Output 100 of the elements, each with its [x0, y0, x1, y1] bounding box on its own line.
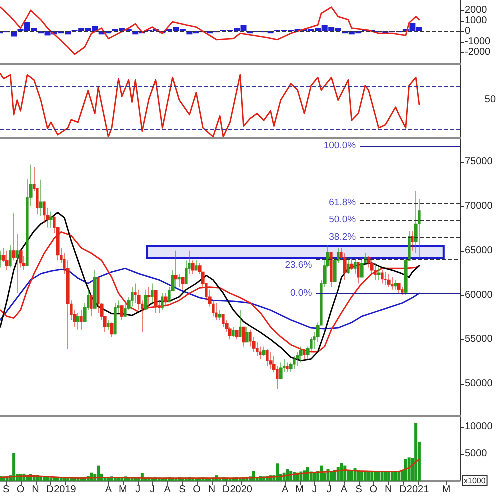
- candlestick: [191, 260, 195, 274]
- bar: [364, 472, 367, 481]
- candlestick: [178, 274, 181, 288]
- candlestick: [154, 290, 158, 314]
- y-tick-label: 65000: [465, 245, 494, 256]
- x-tick-label: S: [356, 484, 363, 496]
- line-series: [0, 268, 420, 330]
- x-tick-label: O: [193, 484, 202, 496]
- candlestick: [147, 286, 151, 308]
- line-series: [0, 458, 420, 479]
- x-tick-label: J: [326, 484, 332, 496]
- bar: [340, 463, 344, 481]
- x-tick-label: D: [46, 484, 54, 496]
- annotation: 0.0%: [290, 288, 313, 299]
- x-tick-label: S: [179, 484, 186, 496]
- candlestick: [259, 346, 262, 360]
- x-tick-label: N: [384, 484, 392, 496]
- candlestick: [232, 326, 235, 338]
- candlestick: [411, 231, 414, 252]
- y-tick-label: 50000: [465, 378, 494, 390]
- candlestick: [235, 330, 239, 340]
- candlestick: [0, 250, 2, 268]
- x-tick-label: J: [312, 484, 318, 496]
- candlestick: [181, 277, 185, 290]
- candlestick: [330, 252, 333, 288]
- candlestick: [110, 322, 114, 338]
- candlestick: [397, 283, 401, 294]
- candlestick: [215, 302, 218, 320]
- candlestick: [401, 286, 404, 296]
- candlestick: [174, 250, 178, 288]
- x-tick-label: O: [16, 484, 25, 496]
- x-tick-label: A: [105, 484, 112, 496]
- candlestick: [5, 250, 9, 271]
- bar: [336, 467, 340, 481]
- x-tick-label: 2021: [406, 484, 430, 496]
- candlestick: [114, 302, 117, 335]
- y-tick-label: 75000: [465, 156, 494, 168]
- bar: [408, 458, 411, 481]
- annotation: 38.2%: [329, 232, 357, 244]
- x-tick-label: A: [340, 484, 348, 496]
- x-tick-label: A: [164, 484, 172, 496]
- candlestick: [12, 213, 16, 261]
- bar: [347, 470, 350, 481]
- candlestick: [360, 258, 364, 278]
- candlestick: [269, 352, 273, 370]
- candlestick: [262, 346, 266, 357]
- candlestick: [286, 362, 289, 373]
- candlestick: [39, 180, 43, 217]
- candlestick: [9, 245, 12, 268]
- bar: [53, 478, 56, 481]
- bar: [374, 472, 378, 481]
- candlestick: [299, 346, 303, 364]
- x-tick-label: N: [208, 484, 216, 496]
- candlestick: [195, 260, 198, 271]
- bar: [404, 459, 408, 481]
- candlestick: [144, 290, 148, 310]
- candlestick: [161, 293, 164, 311]
- candlestick: [218, 310, 222, 320]
- annotation: 61.8%: [329, 197, 357, 208]
- candlestick: [266, 349, 269, 367]
- y-tick-label: 2000: [465, 5, 488, 16]
- x-tick-label: N: [32, 484, 40, 496]
- candlestick: [151, 283, 154, 304]
- y-tick-label: -2000: [465, 47, 492, 58]
- annotation: 100.0%: [324, 140, 357, 152]
- bar: [414, 422, 418, 481]
- text: 50: [484, 94, 496, 106]
- x-tick-label: J: [150, 484, 156, 496]
- x-tick-label: S: [3, 484, 10, 496]
- annotation: 23.6%: [285, 260, 313, 271]
- candlestick: [394, 280, 398, 290]
- candlestick: [354, 258, 357, 274]
- candlestick: [357, 262, 360, 284]
- candlestick: [347, 258, 350, 274]
- candlestick: [245, 326, 249, 343]
- candlestick: [120, 306, 124, 320]
- candlestick: [381, 270, 384, 284]
- candlestick: [239, 310, 242, 338]
- candlestick: [164, 293, 168, 308]
- bar: [380, 472, 384, 481]
- bar: [66, 478, 70, 481]
- x-tick-label: 2019: [54, 484, 77, 496]
- candlestick: [80, 310, 83, 330]
- candlestick: [242, 326, 246, 348]
- x-tick-label: D: [222, 484, 230, 496]
- x-tick-label: O: [370, 484, 378, 496]
- candlestick: [76, 312, 80, 330]
- candlestick: [131, 286, 134, 308]
- text: x1000: [464, 476, 486, 486]
- y-tick-label: 5000: [465, 448, 488, 460]
- y-tick-label: 55000: [465, 334, 494, 346]
- x-tick-label: M: [118, 484, 128, 496]
- y-tick-label: -1000: [465, 36, 492, 48]
- line-series: [0, 6, 420, 56]
- candlestick: [293, 356, 296, 370]
- x-tick-label: J: [136, 484, 141, 496]
- bar: [370, 472, 374, 481]
- candlestick: [107, 320, 110, 330]
- bar: [12, 453, 16, 481]
- bar: [50, 478, 53, 481]
